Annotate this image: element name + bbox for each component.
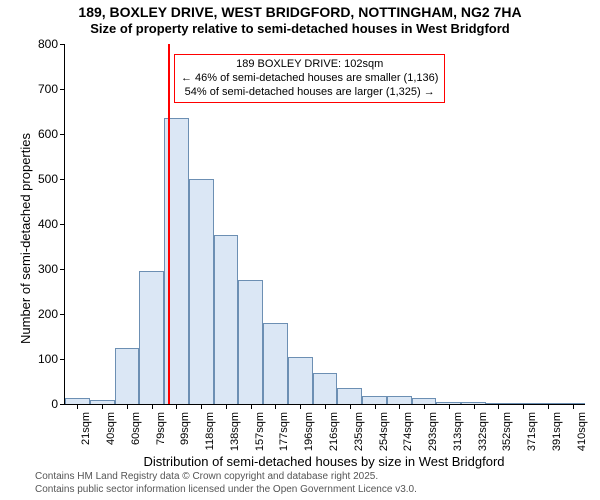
annotation-line3: 54% of semi-detached houses are larger (… <box>181 86 438 100</box>
xtick-mark <box>102 404 103 409</box>
xtick-mark <box>375 404 376 409</box>
footer-line2: Contains public sector information licen… <box>35 483 417 496</box>
xtick-label: 60sqm <box>130 412 142 445</box>
footer-line1: Contains HM Land Registry data © Crown c… <box>35 470 417 483</box>
xtick-label: 235sqm <box>353 412 365 451</box>
xtick-mark <box>399 404 400 409</box>
xtick-label: 21sqm <box>80 412 92 445</box>
page-subtitle: Size of property relative to semi-detach… <box>0 21 600 37</box>
xtick-mark <box>176 404 177 409</box>
attribution-footer: Contains HM Land Registry data © Crown c… <box>35 470 417 496</box>
xtick-mark <box>201 404 202 409</box>
histogram-bar <box>238 280 263 404</box>
ytick-label: 300 <box>0 262 58 276</box>
xtick-label: 196sqm <box>303 412 315 451</box>
xtick-mark <box>498 404 499 409</box>
xtick-mark <box>127 404 128 409</box>
xtick-mark <box>325 404 326 409</box>
xtick-mark <box>424 404 425 409</box>
histogram-bar <box>337 388 362 404</box>
xtick-mark <box>251 404 252 409</box>
ytick-label: 500 <box>0 172 58 186</box>
xtick-label: 177sqm <box>278 412 290 451</box>
chart-container: 189, BOXLEY DRIVE, WEST BRIDGFORD, NOTTI… <box>0 0 600 500</box>
xtick-label: 138sqm <box>229 412 241 451</box>
xtick-mark <box>548 404 549 409</box>
xtick-label: 79sqm <box>155 412 167 445</box>
ytick-mark <box>60 359 65 360</box>
histogram-bar <box>387 396 412 404</box>
x-axis-label: Distribution of semi-detached houses by … <box>64 454 584 469</box>
histogram-bar <box>362 396 387 404</box>
ytick-mark <box>60 269 65 270</box>
xtick-label: 313sqm <box>452 412 464 451</box>
xtick-label: 352sqm <box>501 412 513 451</box>
ytick-mark <box>60 179 65 180</box>
xtick-mark <box>350 404 351 409</box>
xtick-label: 293sqm <box>427 412 439 451</box>
ytick-mark <box>60 134 65 135</box>
xtick-mark <box>573 404 574 409</box>
ytick-label: 800 <box>0 37 58 51</box>
histogram-bar <box>189 179 214 404</box>
ytick-mark <box>60 314 65 315</box>
annotation-line1: 189 BOXLEY DRIVE: 102sqm <box>181 58 438 72</box>
ytick-mark <box>60 224 65 225</box>
xtick-label: 410sqm <box>576 412 588 451</box>
ytick-label: 100 <box>0 352 58 366</box>
histogram-bar <box>288 357 313 404</box>
page-title-address: 189, BOXLEY DRIVE, WEST BRIDGFORD, NOTTI… <box>0 4 600 21</box>
ytick-label: 600 <box>0 127 58 141</box>
xtick-label: 254sqm <box>378 412 390 451</box>
xtick-mark <box>152 404 153 409</box>
xtick-label: 391sqm <box>551 412 563 451</box>
xtick-mark <box>275 404 276 409</box>
histogram-bar <box>115 348 140 404</box>
xtick-mark <box>300 404 301 409</box>
xtick-label: 118sqm <box>204 412 216 450</box>
ytick-mark <box>60 89 65 90</box>
histogram-bar <box>139 271 164 404</box>
histogram-bar <box>214 235 239 404</box>
ytick-label: 700 <box>0 82 58 96</box>
ytick-label: 0 <box>0 397 58 411</box>
xtick-label: 40sqm <box>105 412 117 445</box>
xtick-label: 99sqm <box>179 412 191 445</box>
histogram-bar <box>313 373 338 405</box>
xtick-mark <box>77 404 78 409</box>
ytick-label: 400 <box>0 217 58 231</box>
xtick-label: 274sqm <box>402 412 414 451</box>
xtick-label: 157sqm <box>254 412 266 451</box>
xtick-label: 371sqm <box>526 412 538 451</box>
xtick-mark <box>474 404 475 409</box>
reference-annotation: 189 BOXLEY DRIVE: 102sqm ← 46% of semi-d… <box>174 54 445 103</box>
histogram-bar <box>263 323 288 404</box>
ytick-mark <box>60 44 65 45</box>
xtick-mark <box>449 404 450 409</box>
xtick-label: 332sqm <box>477 412 489 451</box>
annotation-line2: ← 46% of semi-detached houses are smalle… <box>181 72 438 86</box>
xtick-mark <box>523 404 524 409</box>
reference-line <box>168 44 170 404</box>
ytick-label: 200 <box>0 307 58 321</box>
xtick-label: 216sqm <box>328 412 340 451</box>
xtick-mark <box>226 404 227 409</box>
